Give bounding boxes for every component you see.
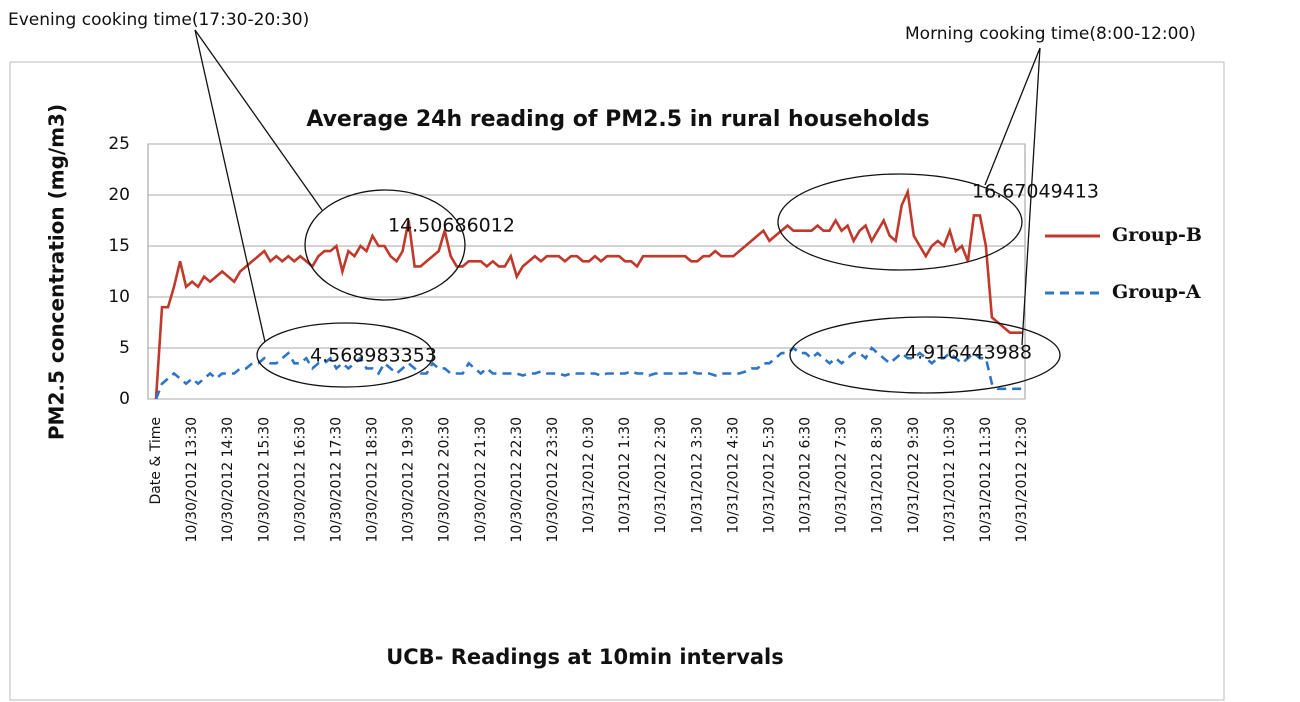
x-tick-label: 10/31/2012 7:30 bbox=[834, 417, 850, 534]
y-tick-label: 15 bbox=[108, 236, 130, 256]
ellipse bbox=[256, 322, 434, 388]
grid: 0 5 10 15 20 25 Date & Time 10/30/2012 13:30 10/… bbox=[108, 134, 1030, 543]
legend-label: Group-A bbox=[1112, 281, 1201, 303]
x-tick-label: Date & Time bbox=[148, 417, 164, 505]
leader-line bbox=[194, 29, 266, 343]
y-tick-label: 10 bbox=[108, 287, 130, 307]
annotation: 4.916443988 bbox=[905, 342, 1032, 364]
y-tick-label: 5 bbox=[119, 338, 130, 358]
y-axis-title: PM2.5 concentration (mg/m3) bbox=[45, 104, 69, 440]
x-tick-label: 10/30/2012 16:30 bbox=[292, 417, 308, 543]
plot-area bbox=[154, 187, 1022, 400]
x-tick-label: 10/30/2012 14:30 bbox=[220, 417, 236, 543]
chart-frame bbox=[9, 61, 1225, 701]
ellipse bbox=[304, 189, 466, 301]
x-tick-label: 10/31/2012 1:30 bbox=[617, 417, 633, 534]
ellipse bbox=[789, 316, 1061, 394]
chart-title: Average 24h reading of PM2.5 in rural ho… bbox=[306, 107, 929, 132]
x-tick-label: 10/31/2012 2:30 bbox=[653, 417, 669, 534]
x-tick-label: 10/30/2012 21:30 bbox=[473, 417, 489, 543]
y-tick-label: 25 bbox=[108, 134, 130, 154]
x-tick-label: 10/30/2012 20:30 bbox=[437, 417, 453, 543]
leader-line bbox=[1021, 47, 1041, 346]
x-tick-label: 10/30/2012 19:30 bbox=[401, 417, 417, 543]
x-tick-label: 10/30/2012 13:30 bbox=[184, 417, 200, 543]
y-tick-label: 0 bbox=[119, 389, 130, 409]
annotation: 16.67049413 bbox=[972, 181, 1099, 203]
ellipse bbox=[777, 173, 1023, 271]
annotation: 14.50686012 bbox=[388, 215, 515, 237]
annotation: Morning cooking time(8:00-12:00) bbox=[905, 24, 1196, 44]
x-tick-label: 10/31/2012 4:30 bbox=[725, 417, 741, 534]
x-tick-label: 10/30/2012 22:30 bbox=[509, 417, 525, 543]
x-tick-label: 10/31/2012 9:30 bbox=[906, 417, 922, 534]
leader-line bbox=[194, 29, 323, 211]
x-tick-label: 10/31/2012 3:30 bbox=[689, 417, 705, 534]
x-tick-label: 10/30/2012 15:30 bbox=[256, 417, 272, 543]
x-tick-label: 10/30/2012 18:30 bbox=[365, 417, 381, 543]
x-axis-title: UCB- Readings at 10min intervals bbox=[386, 645, 784, 669]
y-tick-label: 20 bbox=[108, 185, 130, 205]
annotation-shapes bbox=[194, 29, 1061, 394]
x-tick-label: 10/31/2012 12:30 bbox=[1014, 417, 1030, 543]
annotation: Evening cooking time(17:30-20:30) bbox=[8, 10, 309, 30]
x-tick-label: 10/31/2012 10:30 bbox=[942, 417, 958, 543]
annotation: 4.568983353 bbox=[310, 345, 437, 367]
x-tick-label: 10/31/2012 11:30 bbox=[978, 417, 994, 543]
x-tick-label: 10/31/2012 0:30 bbox=[581, 417, 597, 534]
legend-label: Group-B bbox=[1112, 224, 1202, 246]
series-line bbox=[154, 187, 1022, 400]
x-tick-label: 10/31/2012 5:30 bbox=[761, 417, 777, 534]
x-tick-label: 10/30/2012 23:30 bbox=[545, 417, 561, 543]
leader-line bbox=[984, 47, 1041, 186]
x-tick-label: 10/31/2012 8:30 bbox=[870, 417, 886, 534]
x-tick-label: 10/30/2012 17:30 bbox=[328, 417, 344, 543]
x-tick-label: 10/31/2012 6:30 bbox=[798, 417, 814, 534]
